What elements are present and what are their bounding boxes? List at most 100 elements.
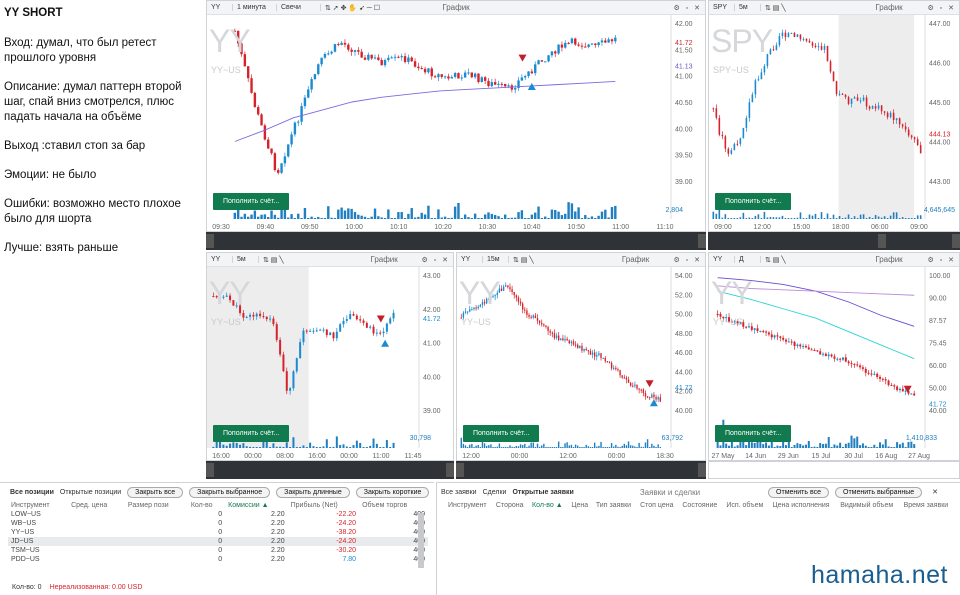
chart-panel-yy-5m[interactable]: YY 5м ⇅ ▤ ╲ График ⚙ ▫ ✕ 43.00 42.00 41.00… [206,252,454,461]
chart-panel-spy[interactable]: SPY 5м ⇅ ▤ ╲ График ⚙ ▫ ✕ 447.00 446.00 44… [708,0,960,232]
interval-select[interactable]: 1 минута [237,4,277,11]
symbol-select[interactable]: YY [461,256,483,263]
positions-scrollbar[interactable] [418,513,424,568]
candle [290,134,293,145]
table-cell [68,555,125,564]
col-header[interactable]: Видимый объем [840,502,894,509]
col-header[interactable]: Стоп цена [640,502,674,509]
col-header[interactable]: Исп. объем [726,502,764,509]
candle [859,365,862,368]
chart-navigator[interactable] [206,232,706,250]
tab-trades[interactable]: Сделки [482,488,507,496]
col-header[interactable]: Прибыль (Net) [290,502,338,509]
volume-bar [279,446,282,448]
close-all-button[interactable]: Закрыть все [127,486,184,498]
cancel-selected-button[interactable]: Отменить выбранные [835,486,923,498]
tab-open-orders[interactable]: Открытые заявки [512,488,574,496]
volume-bar [293,218,297,219]
col-header[interactable]: Сред. цена [71,502,108,509]
col-header[interactable]: Сторона [495,502,524,509]
col-header[interactable]: Объем торгов [362,502,408,509]
close-long-button[interactable]: Закрыть длинные [276,486,350,498]
tools-icon[interactable]: ⇅ ▤ ╲ [765,4,786,12]
window-controls-icon[interactable]: ⚙ ▫ ✕ [927,4,956,12]
chart-panel-yy-15m[interactable]: YY 15м ⇅ ▤ ╲ График ⚙ ▫ ✕ 54.00 52.00 50.0… [456,252,706,461]
chart-plot-yy-daily[interactable]: 100.00 90.00 87.57 75.45 60.00 50.00 40.00 27 M… [709,267,959,460]
col-header[interactable]: Цена исполнения [772,502,830,509]
col-header[interactable]: Цена [571,502,589,509]
candle [225,295,228,297]
chart-navigator[interactable] [708,232,960,250]
interval-select[interactable]: 15м [487,256,509,263]
fund-account-button[interactable]: Пополнить счёт... [715,425,792,442]
close-short-button[interactable]: Закрыть короткие [355,486,430,498]
tab-all-orders[interactable]: Все заявки [441,488,477,496]
symbol-select[interactable]: YY [713,256,735,263]
volume-bar [810,447,813,448]
col-header[interactable]: Кол-во [190,502,213,509]
fund-account-button[interactable]: Пополнить счёт... [213,193,290,210]
col-header[interactable]: Инструмент [11,502,50,509]
candle [808,40,811,43]
candle [323,54,327,58]
close-selected-button[interactable]: Закрыть выбранное [189,486,271,498]
candle [330,51,333,54]
interval-select[interactable]: Д [739,256,761,263]
volume-bar [547,447,549,448]
fund-account-button[interactable]: Пополнить счёт... [463,425,540,442]
col-header[interactable]: Тип заявки [595,502,632,509]
tools-icon[interactable]: ⇅ ▤ ╲ [263,256,284,264]
col-header[interactable]: Комиссии ▲ [228,502,269,509]
candle [500,288,503,291]
chart-navigator[interactable] [206,461,454,479]
candle [380,60,383,66]
x-tick-label: 14 Jun [745,453,766,460]
col-header[interactable]: Состояние [682,502,718,509]
symbol-select[interactable]: YY [211,256,233,263]
col-header[interactable]: Кол-во ▲ [532,502,563,509]
window-controls-icon[interactable]: ⚙ ▫ ✕ [421,256,450,264]
symbol-select[interactable]: YY [211,4,233,11]
symbol-select[interactable]: SPY [713,4,735,11]
volume-bar [916,215,919,219]
chart-plot-yy-5m[interactable]: 43.00 42.00 41.00 40.00 39.00 16:00 00:00 08:00… [207,267,453,460]
fund-account-button[interactable]: Пополнить счёт... [213,425,290,442]
fund-account-button[interactable]: Пополнить счёт... [715,193,792,210]
close-icon[interactable]: ✕ [932,489,939,496]
chart-type-select[interactable]: Свечи [281,4,321,11]
chart-navigator[interactable] [708,461,960,479]
volume-bar [621,445,623,448]
window-controls-icon[interactable]: ⚙ ▫ ✕ [673,4,702,12]
col-header[interactable]: Инструмент [448,502,487,509]
col-header[interactable]: Время заявки [903,502,949,509]
cancel-all-button[interactable]: Отменить все [768,486,830,498]
candle [730,321,733,323]
tab-open-positions[interactable]: Открытые позиции [59,488,122,496]
tools-icon[interactable]: ⇅ ▤ ╲ [765,256,786,264]
chart-navigator[interactable] [456,461,706,479]
tools-icon[interactable]: ⇅ ▤ ╲ [513,256,534,264]
interval-select[interactable]: 5м [739,4,761,11]
interval-select[interactable]: 5м [237,256,259,263]
volume-bar [844,217,847,219]
chart-plot-yy-15m[interactable]: 54.00 52.00 50.00 48.00 46.00 44.00 42.00 40.00… [457,267,705,460]
col-header[interactable]: Размер пози [127,502,169,509]
tools-icon[interactable]: ⇅ ➚ ✥ ✋ ➹ ─ ☐ [325,4,381,12]
chart-panel-yy-daily[interactable]: YY Д ⇅ ▤ ╲ График ⚙ ▫ ✕ 100.00 90.00 87.57… [708,252,960,461]
chart-plot-main[interactable]: 42.00 41.50 41.00 40.50 40.00 39.50 39.00 09:30… [207,15,705,231]
window-controls-icon[interactable]: ⚙ ▫ ✕ [927,256,956,264]
tab-all-positions[interactable]: Все позиции [10,488,54,496]
window-controls-icon[interactable]: ⚙ ▫ ✕ [673,256,702,264]
candle [590,43,594,45]
chart-panel-main[interactable]: YY 1 минута Свечи ⇅ ➚ ✥ ✋ ➹ ─ ☐ График ⚙… [206,0,706,232]
candle [242,313,245,318]
candle [236,30,240,44]
volume-bar [528,445,530,448]
chart-plot-spy[interactable]: 447.00 446.00 445.00 444.00 443.00 09:00 12:00… [709,15,959,231]
